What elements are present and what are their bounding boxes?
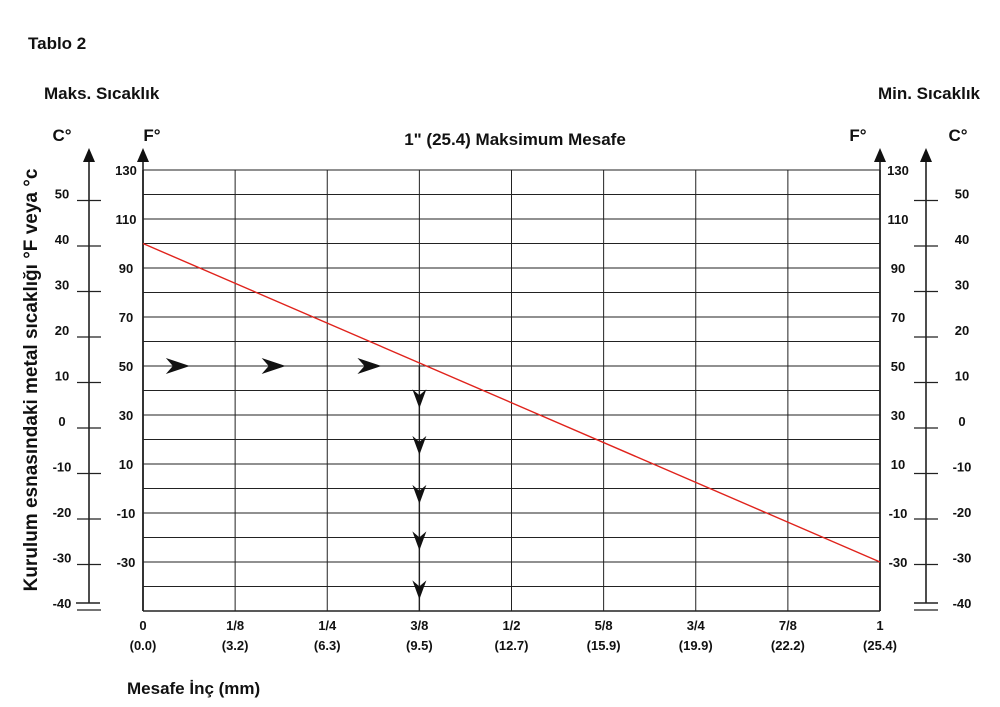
right-c-tick-label: 30 — [955, 278, 969, 293]
x-tick-mm-label: (3.2) — [222, 638, 249, 653]
right-header: Min. Sıcaklık — [878, 84, 981, 103]
x-tick-label: 1/4 — [318, 618, 337, 633]
x-tick-mm-label: (15.9) — [587, 638, 621, 653]
tick-labels: 0 (0.0) 1/8 (3.2) 1/4 (6.3) 3/8 (9.5) 1/2 (12.7) 5… — [53, 163, 972, 653]
x-tick-mm-label: (0.0) — [130, 638, 157, 653]
x-tick-mm-label: (9.5) — [406, 638, 433, 653]
left-c-tick-label: -40 — [53, 596, 72, 611]
right-c-tick-label: 50 — [955, 187, 969, 202]
x-tick-mm-label: (19.9) — [679, 638, 713, 653]
right-f-tick-label: 130 — [887, 163, 909, 178]
x-tick-label: 1 — [876, 618, 883, 633]
right-c-tick-label: 0 — [958, 414, 965, 429]
left-f-unit: F° — [143, 126, 160, 145]
left-f-tick-label: 10 — [119, 457, 133, 472]
arrow-right-icon — [261, 358, 286, 374]
left-f-tick-label: 70 — [119, 310, 133, 325]
right-c-unit: C° — [948, 126, 967, 145]
arrow-down-icon — [412, 484, 427, 504]
x-tick-mm-label: (22.2) — [771, 638, 805, 653]
right-f-tick-label: 90 — [891, 261, 905, 276]
right-f-tick-label: -10 — [889, 506, 908, 521]
left-c-tick-label: 0 — [58, 414, 65, 429]
right-f-tick-label: 70 — [891, 310, 905, 325]
x-tick-mm-label: (12.7) — [495, 638, 529, 653]
arrow-down-icon — [412, 435, 427, 455]
left-c-tick-label: -10 — [53, 460, 72, 475]
right-c-tick-label: -20 — [953, 505, 972, 520]
axes — [76, 148, 938, 612]
y-axis-label: Kurulum esnasındaki metal sıcaklığı °F v… — [21, 168, 42, 591]
left-f-tick-label: -10 — [117, 506, 136, 521]
right-c-tick-label: 10 — [955, 369, 969, 384]
right-f-tick-label: 110 — [888, 212, 909, 227]
arrow-right-icon — [357, 358, 382, 374]
right-c-tick-label: -40 — [953, 596, 972, 611]
grid — [142, 169, 881, 611]
left-c-tick-label: -30 — [53, 551, 72, 566]
left-c-tick-label: -20 — [53, 505, 72, 520]
left-c-axis-arrow — [83, 148, 95, 162]
left-f-tick-label: 50 — [119, 359, 133, 374]
x-tick-label: 7/8 — [779, 618, 797, 633]
right-f-tick-label: 10 — [891, 457, 905, 472]
x-tick-label: 5/8 — [595, 618, 613, 633]
left-c-tick-label: 30 — [55, 278, 69, 293]
left-c-tick-label: 40 — [55, 232, 69, 247]
arrow-down-icon — [412, 531, 427, 551]
left-c-tick-label: 20 — [55, 323, 69, 338]
right-c-tick-label: 20 — [955, 323, 969, 338]
x-tick-mm-label: (25.4) — [863, 638, 897, 653]
series — [142, 242, 881, 563]
right-f-tick-label: 30 — [891, 408, 905, 423]
left-c-unit: C° — [52, 126, 71, 145]
right-c-tick-label: -10 — [953, 460, 972, 475]
arrow-down-icon — [412, 389, 427, 409]
left-header: Maks. Sıcaklık — [44, 84, 160, 103]
right-c-tick-label: 40 — [955, 232, 969, 247]
annotation-arrows — [165, 358, 427, 611]
right-c-tick-label: -30 — [953, 551, 972, 566]
x-tick-label: 3/8 — [410, 618, 428, 633]
x-tick-label: 1/8 — [226, 618, 244, 633]
left-f-tick-label: 90 — [119, 261, 133, 276]
x-axis-label: Mesafe İnç (mm) — [127, 679, 260, 698]
x-tick-label: 3/4 — [687, 618, 706, 633]
page-title: Tablo 2 — [28, 34, 86, 53]
left-f-tick-label: 110 — [116, 212, 137, 227]
right-f-tick-label: -30 — [889, 555, 908, 570]
right-f-axis-arrow — [874, 148, 886, 162]
arrow-right-icon — [165, 358, 190, 374]
left-f-tick-label: 30 — [119, 408, 133, 423]
left-f-tick-label: 130 — [115, 163, 137, 178]
x-tick-label: 1/2 — [502, 618, 520, 633]
x-tick-mm-label: (6.3) — [314, 638, 341, 653]
right-f-tick-label: 50 — [891, 359, 905, 374]
arrow-down-icon — [412, 580, 427, 600]
left-f-axis-arrow — [137, 148, 149, 162]
chart-title: 1" (25.4) Maksimum Mesafe — [404, 130, 626, 149]
x-tick-label: 0 — [139, 618, 146, 633]
left-c-tick-label: 50 — [55, 187, 69, 202]
left-c-tick-label: 10 — [55, 369, 69, 384]
series-line — [142, 242, 881, 563]
right-f-unit: F° — [849, 126, 866, 145]
left-f-tick-label: -30 — [117, 555, 136, 570]
right-c-axis-arrow — [920, 148, 932, 162]
